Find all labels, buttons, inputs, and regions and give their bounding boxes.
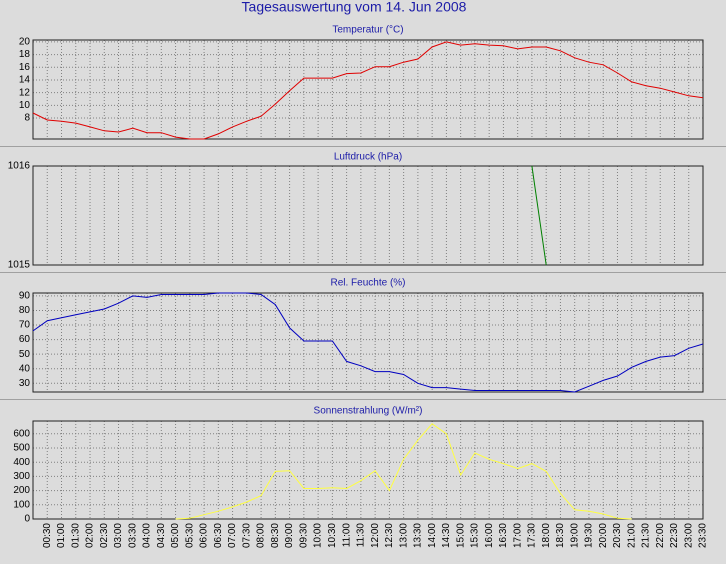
x-tick-label: 16:30 <box>498 523 509 548</box>
y-tick-label: 30 <box>19 378 31 389</box>
x-tick-label: 14:30 <box>441 523 452 548</box>
x-tick-label: 00:30 <box>42 523 53 548</box>
x-tick-label: 21:00 <box>626 523 637 548</box>
page-title: Tagesauswertung vom 14. Jun 2008 <box>242 0 467 15</box>
x-tick-label: 22:30 <box>669 523 680 548</box>
x-tick-label: 02:30 <box>99 523 110 548</box>
x-tick-label: 06:00 <box>199 523 210 548</box>
panel-title: Sonnenstrahlung (W/m²) <box>314 406 423 417</box>
x-tick-label: 16:00 <box>484 523 495 548</box>
x-tick-label: 15:30 <box>470 523 481 548</box>
y-tick-label: 90 <box>19 291 31 302</box>
panel-title: Luftdruck (hPa) <box>334 152 402 163</box>
x-tick-label: 19:00 <box>569 523 580 548</box>
line <box>175 423 632 520</box>
x-tick-label: 11:30 <box>356 523 367 548</box>
y-tick-label: 1015 <box>8 260 31 271</box>
x-tick-label: 10:30 <box>327 523 338 548</box>
y-tick-label: 500 <box>13 443 30 454</box>
y-tick-label: 100 <box>13 499 30 510</box>
x-tick-label: 09:30 <box>298 523 309 548</box>
y-tick-label: 40 <box>19 363 31 374</box>
x-tick-label: 22:00 <box>655 523 666 548</box>
y-tick-label: 0 <box>24 514 30 525</box>
y-tick-label: 50 <box>19 349 31 360</box>
y-tick-label: 60 <box>19 334 31 345</box>
x-tick-label: 21:30 <box>641 523 652 548</box>
y-tick-label: 200 <box>13 485 30 496</box>
x-tick-label: 05:00 <box>170 523 181 548</box>
plot-frame <box>32 292 704 393</box>
x-tick-label: 11:00 <box>341 523 352 548</box>
y-tick-label: 10 <box>19 100 31 111</box>
x-tick-label: 18:30 <box>555 523 566 548</box>
x-tick-label: 12:00 <box>370 523 381 548</box>
y-tick-label: 1016 <box>8 161 31 172</box>
y-tick-label: 600 <box>13 428 30 439</box>
y-tick-label: 16 <box>19 62 31 73</box>
x-tick-label: 10:00 <box>313 523 324 548</box>
x-tick-label: 19:30 <box>584 523 595 548</box>
line <box>32 41 704 140</box>
x-tick-label: 17:00 <box>512 523 523 548</box>
x-tick-label: 23:30 <box>698 523 709 548</box>
x-tick-label: 12:30 <box>384 523 395 548</box>
x-tick-label: 02:00 <box>85 523 96 548</box>
x-tick-label: 08:30 <box>270 523 281 548</box>
x-tick-label: 20:30 <box>612 523 623 548</box>
x-tick-label: 03:30 <box>127 523 138 548</box>
x-tick-label: 17:30 <box>527 523 538 548</box>
y-tick-label: 20 <box>19 37 31 48</box>
x-tick-label: 01:00 <box>56 523 67 548</box>
x-tick-label: 04:00 <box>142 523 153 548</box>
x-tick-label: 13:30 <box>413 523 424 548</box>
x-tick-label: 07:30 <box>241 523 252 548</box>
line <box>32 292 704 393</box>
panel-title: Temperatur (°C) <box>332 25 403 36</box>
x-tick-label: 05:30 <box>184 523 195 548</box>
x-tick-label: 07:00 <box>227 523 238 548</box>
x-tick-label: 14:00 <box>427 523 438 548</box>
panel-title: Rel. Feuchte (%) <box>330 278 405 289</box>
y-tick-label: 12 <box>19 87 31 98</box>
plot-frame <box>32 165 704 266</box>
x-tick-label: 08:00 <box>256 523 267 548</box>
y-tick-label: 400 <box>13 457 30 468</box>
y-tick-label: 18 <box>19 49 31 60</box>
x-tick-label: 04:30 <box>156 523 167 548</box>
y-tick-label: 14 <box>19 75 31 86</box>
plot-frame <box>32 39 704 140</box>
y-tick-label: 70 <box>19 320 31 331</box>
x-tick-label: 06:30 <box>213 523 224 548</box>
y-tick-label: 80 <box>19 305 31 316</box>
x-tick-label: 13:00 <box>398 523 409 548</box>
plot-frame <box>32 420 704 520</box>
x-tick-label: 20:00 <box>598 523 609 548</box>
x-tick-label: 18:00 <box>541 523 552 548</box>
x-tick-label: 03:00 <box>113 523 124 548</box>
line <box>531 165 547 266</box>
x-tick-label: 23:00 <box>683 523 694 548</box>
x-tick-label: 09:00 <box>284 523 295 548</box>
y-tick-label: 300 <box>13 471 30 482</box>
x-tick-label: 01:30 <box>70 523 81 548</box>
y-tick-label: 8 <box>24 113 30 124</box>
x-tick-label: 15:00 <box>455 523 466 548</box>
